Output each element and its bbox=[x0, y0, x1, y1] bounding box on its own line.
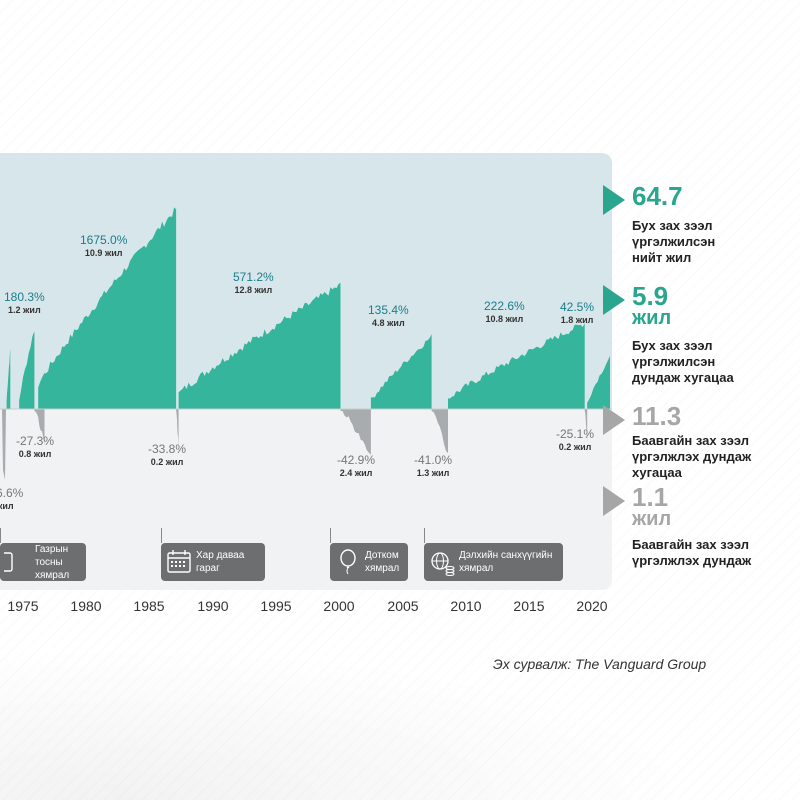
bear-market-area bbox=[431, 409, 448, 454]
bull-market-area bbox=[370, 334, 432, 409]
bull-market-area bbox=[38, 207, 177, 409]
bear-label: -27.3% 0.8 жил bbox=[16, 434, 55, 459]
event-label: Дэлхийн санхүүгийн хямрал bbox=[459, 550, 553, 574]
stat-unit: жил bbox=[632, 307, 672, 329]
x-tick-label: 1980 bbox=[70, 598, 102, 614]
bull-market-area bbox=[448, 323, 585, 409]
event-label: Газрын тосны хямрал bbox=[35, 543, 70, 581]
bear-label: -41.0% 1.3 жил bbox=[414, 453, 453, 478]
stat-description: Баавгайн зах зээл үргэлжлэх дундаж bbox=[632, 537, 752, 568]
stat-description: Бух зах зээл үргэлжилсэн дундаж хугацаа bbox=[632, 338, 734, 385]
x-tick-label: 2010 bbox=[450, 598, 482, 614]
bear-label: -25.1% 0.2 жил bbox=[556, 427, 595, 452]
x-tick-label: 1995 bbox=[260, 598, 292, 614]
event-oil-crisis: Газрын тосны хямрал bbox=[0, 528, 86, 581]
stat-description: Баавгайн зах зээл үргэлжлэх дундаж хугацаа bbox=[632, 433, 752, 480]
x-tick-label: 1990 bbox=[197, 598, 229, 614]
calendar-icon bbox=[167, 550, 191, 573]
bear-label: -42.9% 2.4 жил bbox=[337, 453, 376, 478]
background-shade bbox=[0, 620, 800, 800]
stat-description: Бух зах зээл үргэлжилсэн нийт жил bbox=[632, 218, 716, 265]
x-tick-label: 2020 bbox=[576, 598, 608, 614]
stat-value: 5.9 bbox=[632, 281, 669, 311]
bear-market-area bbox=[176, 409, 179, 447]
bull-label: 180.3% 1.2 жил bbox=[4, 290, 45, 315]
stat-unit: жил bbox=[632, 508, 672, 530]
globe-coins-icon bbox=[431, 552, 455, 576]
bear-market-area bbox=[0, 409, 6, 480]
bull-label: 135.4% 4.8 жил bbox=[368, 303, 409, 328]
bull-market-area bbox=[19, 331, 35, 409]
bull-label: 222.6% 10.8 жил bbox=[484, 299, 525, 324]
bull-market-area bbox=[587, 355, 610, 409]
arrow-icon bbox=[603, 405, 625, 435]
bear-market-area bbox=[584, 409, 588, 442]
bear-market-area bbox=[34, 409, 45, 446]
source-note: Эх сурвалж: The Vanguard Group bbox=[493, 656, 707, 672]
arrow-icon bbox=[603, 285, 625, 315]
bull-market-area bbox=[6, 348, 11, 409]
bear-market-area bbox=[340, 409, 371, 455]
stat-value: 1.1 bbox=[632, 482, 669, 512]
x-tick-label: 1985 bbox=[133, 598, 165, 614]
bull-market-area bbox=[178, 282, 341, 409]
event-label: Дотком хямрал bbox=[365, 550, 400, 574]
event-label: Хар даваа гараг bbox=[196, 550, 245, 574]
oil-barrel-icon bbox=[4, 552, 13, 572]
x-tick-label: 2015 bbox=[513, 598, 545, 614]
event-financial-crisis: Дэлхийн санхүүгийн хямрал bbox=[424, 528, 563, 581]
arrow-icon bbox=[603, 486, 625, 516]
x-tick-label: 1975 bbox=[7, 598, 39, 614]
bear-label: -33.8% 0.2 жил bbox=[148, 442, 187, 467]
stat-value: 11.3 bbox=[632, 401, 682, 431]
balloon-icon bbox=[340, 549, 356, 575]
bull-label: 571.2% 12.8 жил bbox=[233, 270, 274, 295]
event-dotcom: Дотком хямрал bbox=[330, 528, 408, 581]
bear-label-partial: 6.6% жил bbox=[0, 486, 24, 511]
arrow-icon bbox=[603, 185, 625, 215]
x-tick-label: 2000 bbox=[323, 598, 355, 614]
x-tick-label: 2005 bbox=[387, 598, 419, 614]
stat-value: 64.7 bbox=[632, 181, 683, 211]
bull-label: 1675.0% 10.9 жил bbox=[80, 233, 128, 258]
bull-label: 42.5% 1.8 жил bbox=[560, 300, 595, 325]
event-black-monday: Хар даваа гараг bbox=[161, 528, 265, 581]
